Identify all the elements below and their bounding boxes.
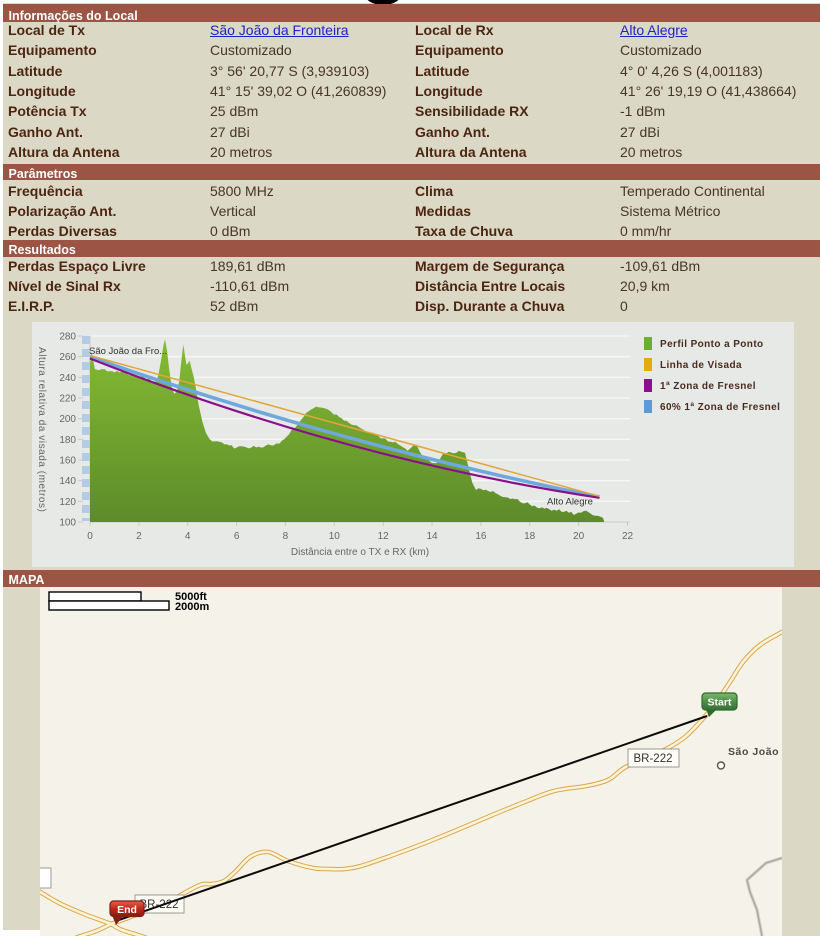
svg-text:200: 200 (59, 414, 76, 425)
svg-text:260: 260 (59, 352, 76, 363)
svg-text:Linha de Visada: Linha de Visada (660, 360, 742, 371)
svg-text:4: 4 (185, 531, 191, 542)
svg-text:100: 100 (59, 518, 76, 529)
svg-text:5000ft: 5000ft (175, 591, 207, 603)
svg-text:Alto Alegre: Alto Alegre (547, 497, 593, 508)
svg-text:2000m: 2000m (175, 601, 209, 613)
svg-text:8: 8 (283, 531, 289, 542)
svg-text:180: 180 (59, 435, 76, 446)
svg-text:2: 2 (136, 531, 142, 542)
svg-text:120: 120 (59, 497, 76, 508)
svg-text:22: 22 (622, 531, 634, 542)
svg-text:240: 240 (59, 373, 76, 384)
svg-text:60% 1ª Zona de Fresnel: 60% 1ª Zona de Fresnel (660, 402, 780, 413)
svg-text:São João da Fro...: São João da Fro... (89, 346, 167, 357)
svg-text:6: 6 (234, 531, 240, 542)
svg-text:Distância entre o TX e RX (km): Distância entre o TX e RX (km) (291, 547, 429, 558)
svg-text:BR-222: BR-222 (634, 753, 673, 765)
svg-text:160: 160 (59, 456, 76, 467)
svg-text:14: 14 (426, 531, 438, 542)
svg-text:220: 220 (59, 394, 76, 405)
svg-text:São João: São João (728, 746, 779, 758)
svg-text:Perfil Ponto a Ponto: Perfil Ponto a Ponto (660, 339, 764, 350)
svg-text:18: 18 (524, 531, 536, 542)
svg-text:20: 20 (573, 531, 585, 542)
svg-text:1ª Zona de Fresnel: 1ª Zona de Fresnel (660, 381, 756, 392)
svg-text:140: 140 (59, 476, 76, 487)
svg-text:End: End (117, 904, 137, 916)
svg-text:0: 0 (87, 531, 93, 542)
svg-text:16: 16 (475, 531, 487, 542)
svg-text:280: 280 (59, 332, 76, 343)
svg-text:Start: Start (708, 697, 732, 709)
svg-text:10: 10 (329, 531, 341, 542)
svg-text:12: 12 (378, 531, 390, 542)
